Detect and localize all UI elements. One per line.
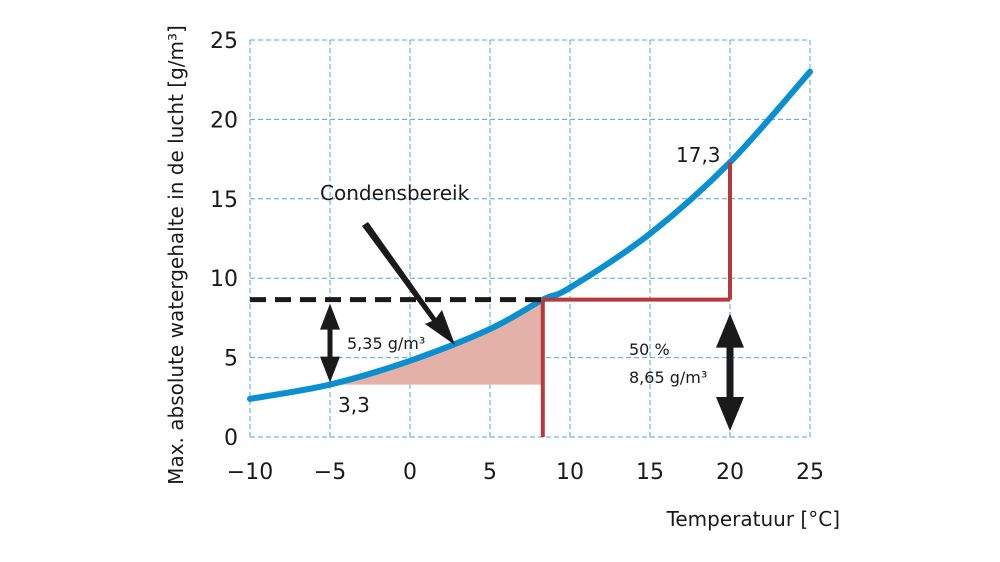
x-tick-label: −10 <box>227 460 273 485</box>
x-tick-label: 5 <box>483 460 497 485</box>
x-axis-title: Temperatuur [°C] <box>666 507 840 531</box>
y-tick-label: 10 <box>210 267 238 292</box>
y-tick-label: 25 <box>210 29 238 54</box>
x-tick-label: −5 <box>314 460 346 485</box>
diff-double-arrow <box>320 303 340 383</box>
point-high-label: 17,3 <box>676 143 721 167</box>
marker-lines <box>250 162 732 437</box>
y-tick-label: 15 <box>210 188 238 213</box>
x-tick-label: 15 <box>636 460 664 485</box>
arrows <box>320 222 744 431</box>
condensation-region <box>330 299 543 385</box>
x-tick-label: 10 <box>556 460 584 485</box>
region-label: Condensbereik <box>320 181 470 205</box>
x-tick-label: 25 <box>796 460 824 485</box>
abs-double-arrow <box>716 313 744 431</box>
y-axis-title: Max. absolute watergehalte in de lucht [… <box>164 25 188 485</box>
rh-label: 50 % <box>629 340 670 359</box>
tick-labels: −10 −5 0 5 10 15 20 25 0 5 10 15 20 25 <box>210 29 824 485</box>
abs-label: 8,65 g/m³ <box>629 368 707 387</box>
point-low-label: 3,3 <box>338 393 370 417</box>
y-tick-label: 20 <box>210 108 238 133</box>
x-tick-label: 20 <box>716 460 744 485</box>
y-tick-label: 0 <box>224 426 238 451</box>
condensation-area <box>330 299 543 385</box>
x-tick-label: 0 <box>403 460 417 485</box>
y-tick-label: 5 <box>224 347 238 372</box>
diff-label: 5,35 g/m³ <box>347 334 425 353</box>
region-pointer-arrow <box>362 222 455 345</box>
